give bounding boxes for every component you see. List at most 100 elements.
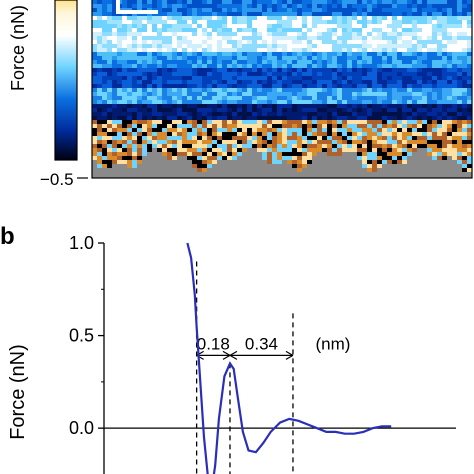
heatmap-cell [277, 168, 282, 172]
heatmap-cell [157, 20, 162, 24]
heatmap-cell [122, 0, 127, 4]
heatmap-cell [107, 8, 112, 12]
heatmap-cell [262, 36, 267, 40]
heatmap-cell [317, 76, 322, 80]
heatmap-cell [377, 144, 382, 148]
heatmap-cell [442, 144, 447, 148]
heatmap-cell [247, 140, 252, 144]
heatmap-cell [107, 64, 112, 68]
heatmap-cell [307, 96, 312, 100]
heatmap-cell [317, 144, 322, 148]
heatmap-cell [357, 156, 362, 160]
heatmap-cell [282, 84, 287, 88]
heatmap-cell [127, 24, 132, 28]
heatmap-cell [237, 168, 242, 172]
heatmap-cell [177, 116, 182, 120]
heatmap-cell [392, 0, 397, 4]
heatmap-cell [377, 32, 382, 36]
heatmap-cell [412, 16, 417, 20]
heatmap-cell [452, 100, 457, 104]
heatmap-cell [397, 104, 402, 108]
heatmap-cell [462, 40, 467, 44]
heatmap-cell [347, 100, 352, 104]
heatmap-cell [232, 44, 237, 48]
heatmap-cell [182, 160, 187, 164]
heatmap-cell [197, 112, 202, 116]
heatmap-cell [192, 164, 197, 168]
heatmap-cell [122, 112, 127, 116]
heatmap-cell [177, 40, 182, 44]
heatmap-cell [137, 128, 142, 132]
heatmap-cell [337, 124, 342, 128]
heatmap-cell [397, 88, 402, 92]
heatmap-cell [392, 140, 397, 144]
heatmap-cell [377, 44, 382, 48]
heatmap-cell [227, 108, 232, 112]
heatmap-cell [97, 44, 102, 48]
heatmap-cell [237, 24, 242, 28]
heatmap-cell [392, 144, 397, 148]
heatmap-cell [207, 68, 212, 72]
heatmap-cell [222, 144, 227, 148]
heatmap-cell [107, 32, 112, 36]
heatmap-cell [467, 96, 472, 100]
heatmap-cell [92, 136, 97, 140]
heatmap-cell [352, 104, 357, 108]
heatmap-cell [172, 116, 177, 120]
heatmap-cell [172, 92, 177, 96]
heatmap-cell [157, 108, 162, 112]
heatmap-cell [262, 172, 267, 176]
heatmap-cell [262, 96, 267, 100]
heatmap-cell [397, 12, 402, 16]
heatmap-cell [427, 144, 432, 148]
heatmap-cell [172, 176, 177, 178]
heatmap-cell [402, 80, 407, 84]
heatmap-cell [307, 112, 312, 116]
heatmap-cell [92, 124, 97, 128]
heatmap-cell [262, 108, 267, 112]
heatmap-cell [462, 52, 467, 56]
heatmap-cell [97, 120, 102, 124]
heatmap-cell [217, 56, 222, 60]
colorbar-min-label: −0.5 [40, 170, 74, 189]
heatmap-cell [167, 140, 172, 144]
heatmap-cell [262, 76, 267, 80]
heatmap-cell [272, 172, 277, 176]
heatmap-cell [232, 52, 237, 56]
heatmap-cell [257, 104, 262, 108]
heatmap-cell [147, 96, 152, 100]
heatmap-cell [102, 108, 107, 112]
heatmap-cell [422, 44, 427, 48]
heatmap-cell [222, 132, 227, 136]
heatmap-cell [222, 108, 227, 112]
heatmap-cell [367, 20, 372, 24]
heatmap-cell [432, 64, 437, 68]
heatmap-cell [132, 60, 137, 64]
heatmap-cell [117, 72, 122, 76]
heatmap-cell [412, 48, 417, 52]
heatmap-cell [282, 80, 287, 84]
heatmap-cell [202, 60, 207, 64]
heatmap-cell [117, 160, 122, 164]
heatmap-cell [302, 32, 307, 36]
heatmap-cell [382, 128, 387, 132]
heatmap-cell [292, 108, 297, 112]
heatmap-cell [382, 20, 387, 24]
heatmap-cell [457, 60, 462, 64]
heatmap-cell [237, 60, 242, 64]
heatmap-cell [252, 176, 257, 178]
heatmap-cell [347, 12, 352, 16]
heatmap-cell [322, 56, 327, 60]
heatmap-cell [267, 84, 272, 88]
heatmap-cell [312, 112, 317, 116]
heatmap-cell [247, 164, 252, 168]
heatmap-cell [167, 136, 172, 140]
heatmap-cell [232, 156, 237, 160]
heatmap-cell [132, 32, 137, 36]
heatmap-cell [287, 52, 292, 56]
heatmap-cell [392, 112, 397, 116]
heatmap-cell [177, 140, 182, 144]
heatmap-cell [357, 4, 362, 8]
heatmap-cell [232, 96, 237, 100]
heatmap-cell [327, 56, 332, 60]
